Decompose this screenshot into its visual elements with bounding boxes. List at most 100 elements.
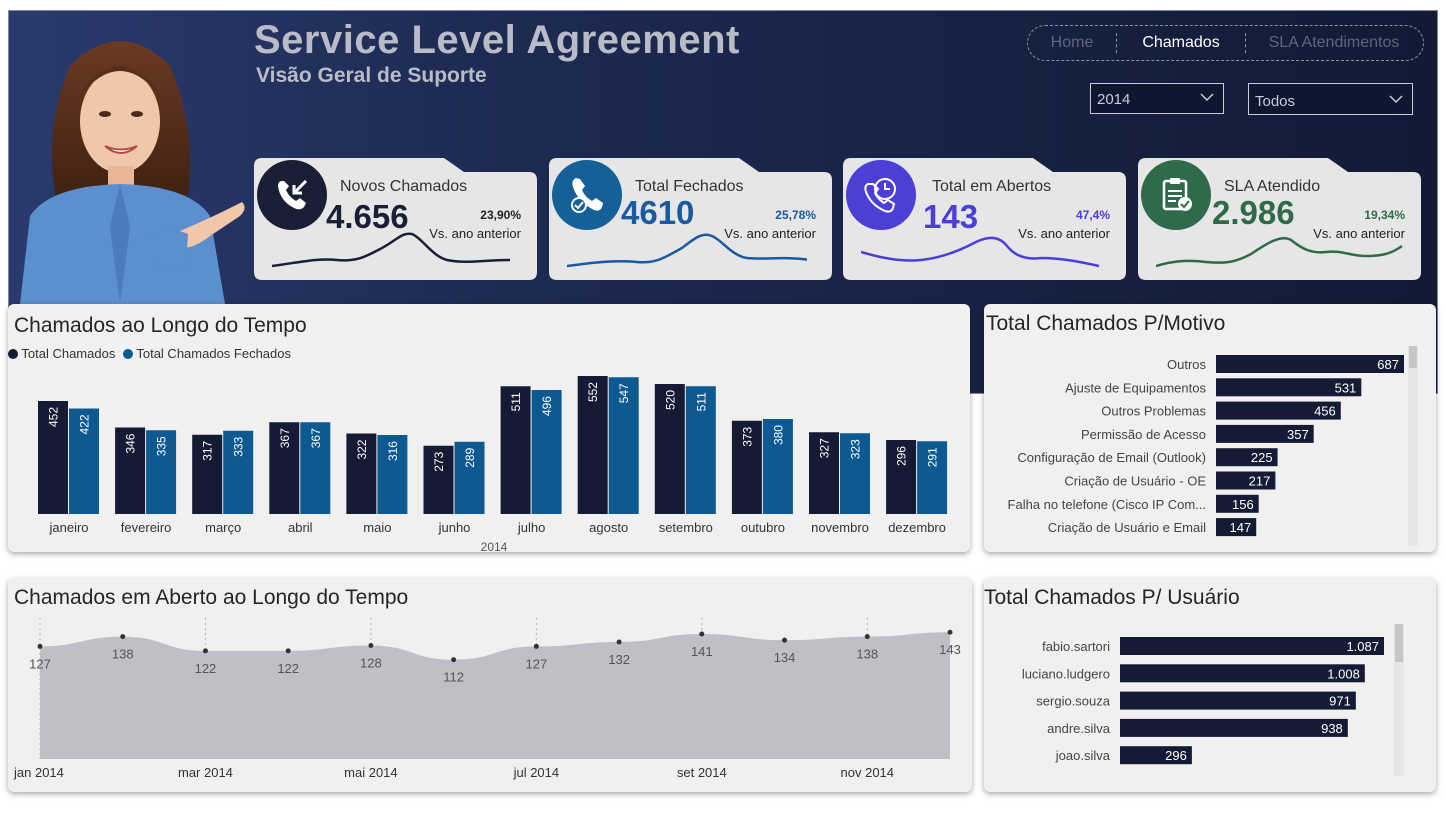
data-label: 316 [386,441,400,461]
data-label: 138 [112,647,134,662]
kpi-card-sla-atendido: SLA Atendido 2.986 19,34% Vs. ano anteri… [1138,158,1421,280]
nav-sla-atendimentos[interactable]: SLA Atendimentos [1268,34,1400,51]
data-label: 380 [771,425,785,445]
nav-home[interactable]: Home [1050,34,1094,51]
kpi-label: Total em Abertos [932,178,1052,195]
bar [685,386,716,514]
panel-chamados-por-usuario: Total Chamados P/ Usuário fabio.sartori 1… [984,578,1436,792]
data-label: 333 [232,436,246,456]
bar [300,422,331,514]
data-label: 147 [1230,520,1252,535]
kpi-sparkline [1156,237,1403,268]
bar-category-label: andre.silva [1047,721,1111,736]
kpi-value: 2.986 [1212,194,1295,231]
data-label: 112 [443,670,464,685]
legend-label: Total Chamados [21,346,116,361]
bar [192,434,223,514]
x-tick-label: maio [363,520,391,535]
bar [346,433,377,514]
legend-label: Total Chamados Fechados [136,346,292,361]
data-label: 317 [201,440,215,460]
data-point [37,643,43,649]
bar [762,419,793,514]
bar [917,441,948,514]
x-tick-label: janeiro [48,520,88,535]
panel-chamados-ao-longo-do-tempo: Chamados ao Longo do Tempo Total Chamado… [8,304,970,552]
page-subtitle: Visão Geral de Suporte [256,64,487,87]
bar-category-label: Permissão de Acesso [1081,427,1206,442]
data-label: 552 [586,382,600,402]
data-label: 547 [617,383,631,403]
phone-check-icon [571,178,603,213]
data-label: 687 [1377,357,1399,372]
bar [223,430,254,514]
kpi-value: 4.656 [326,198,409,235]
bar-category-label: joao.silva [1055,748,1111,763]
data-label: 225 [1251,450,1273,465]
data-label: 143 [939,642,961,657]
data-label: 138 [856,647,878,662]
kpi-percent: 19,34% [1364,208,1405,222]
bar [500,386,531,514]
kpi-sparkline [272,232,511,268]
data-label: 971 [1329,694,1351,709]
data-label: 335 [155,436,169,456]
bar-category-label: sergio.souza [1036,694,1110,709]
data-label: 132 [608,652,630,667]
x-tick-label: jul 2014 [513,765,560,780]
kpi-comparison: Vs. ano anterior [429,226,521,241]
data-point [451,657,457,663]
x-tick-label: mai 2014 [344,765,397,780]
nav-chamados[interactable]: Chamados [1142,34,1220,51]
bar [1216,494,1259,513]
legend-marker [122,349,133,359]
scrollbar-thumb[interactable] [1395,624,1403,662]
nav-separator [1245,33,1246,53]
motivo-bar-chart: Outros 687 Ajuste de Equipamentos 531 Outros… [1008,355,1404,537]
kpi-card-novos-chamados: Novos Chamados 4.656 23,90% Vs. ano ante… [254,158,537,280]
kpi-icon-circle [846,160,916,230]
scrollbar-track[interactable] [1394,624,1404,776]
data-label: 127 [29,656,51,671]
kpi-percent: 25,78% [775,208,816,222]
kpi-percent: 47,4% [1075,208,1110,222]
kpi-icon-circle [1141,160,1211,230]
data-point [285,648,291,654]
panel-chamados-por-motivo: Total Chamados P/Motivo Outros 687 Ajuste … [984,304,1436,552]
bar [1120,746,1192,765]
bar [1216,401,1341,420]
chart-title: Total Chamados P/ Usuário [984,586,1240,609]
data-label: 520 [663,390,677,410]
x-tick-label: set 2014 [677,765,727,780]
data-point [533,643,539,649]
data-label: 511 [694,392,708,411]
data-label: 496 [540,396,554,416]
x-tick-label: mar 2014 [178,765,233,780]
data-label: 323 [849,439,863,459]
support-agent-image [20,41,245,304]
chart-title: Chamados em Aberto ao Longo do Tempo [14,586,409,609]
scope-filter-dropdown[interactable]: Todos [1248,83,1413,115]
bar-category-label: Outros [1167,357,1207,372]
bar [531,390,562,514]
kpi-value: 143 [923,198,979,235]
legend-marker [8,349,18,359]
data-label: 1.087 [1346,639,1379,654]
chart-title: Chamados ao Longo do Tempo [14,314,307,337]
panel-chamados-em-aberto: Chamados em Aberto ao Longo do Tempo 127… [8,578,972,792]
year-filter-dropdown[interactable]: 2014 [1090,83,1224,114]
kpi-percent: 23,90% [480,208,521,222]
kpi-comparison: Vs. ano anterior [724,226,816,241]
usuario-bar-chart: fabio.sartori 1.087 luciano.ludgero 1.008 se… [1022,637,1384,765]
data-label: 217 [1249,474,1271,489]
bar [1216,424,1314,443]
kpi-sparkline [567,233,807,268]
data-label: 373 [740,426,754,446]
scrollbar-thumb[interactable] [1409,346,1417,368]
page-title: Service Level Agreement [254,18,740,62]
data-label: 156 [1232,497,1254,512]
bar [1120,664,1365,683]
bar-category-label: Criação de Usuário e Email [1048,520,1206,535]
scrollbar-track[interactable] [1408,346,1418,546]
bar-category-label: Criação de Usuário - OE [1064,474,1206,489]
